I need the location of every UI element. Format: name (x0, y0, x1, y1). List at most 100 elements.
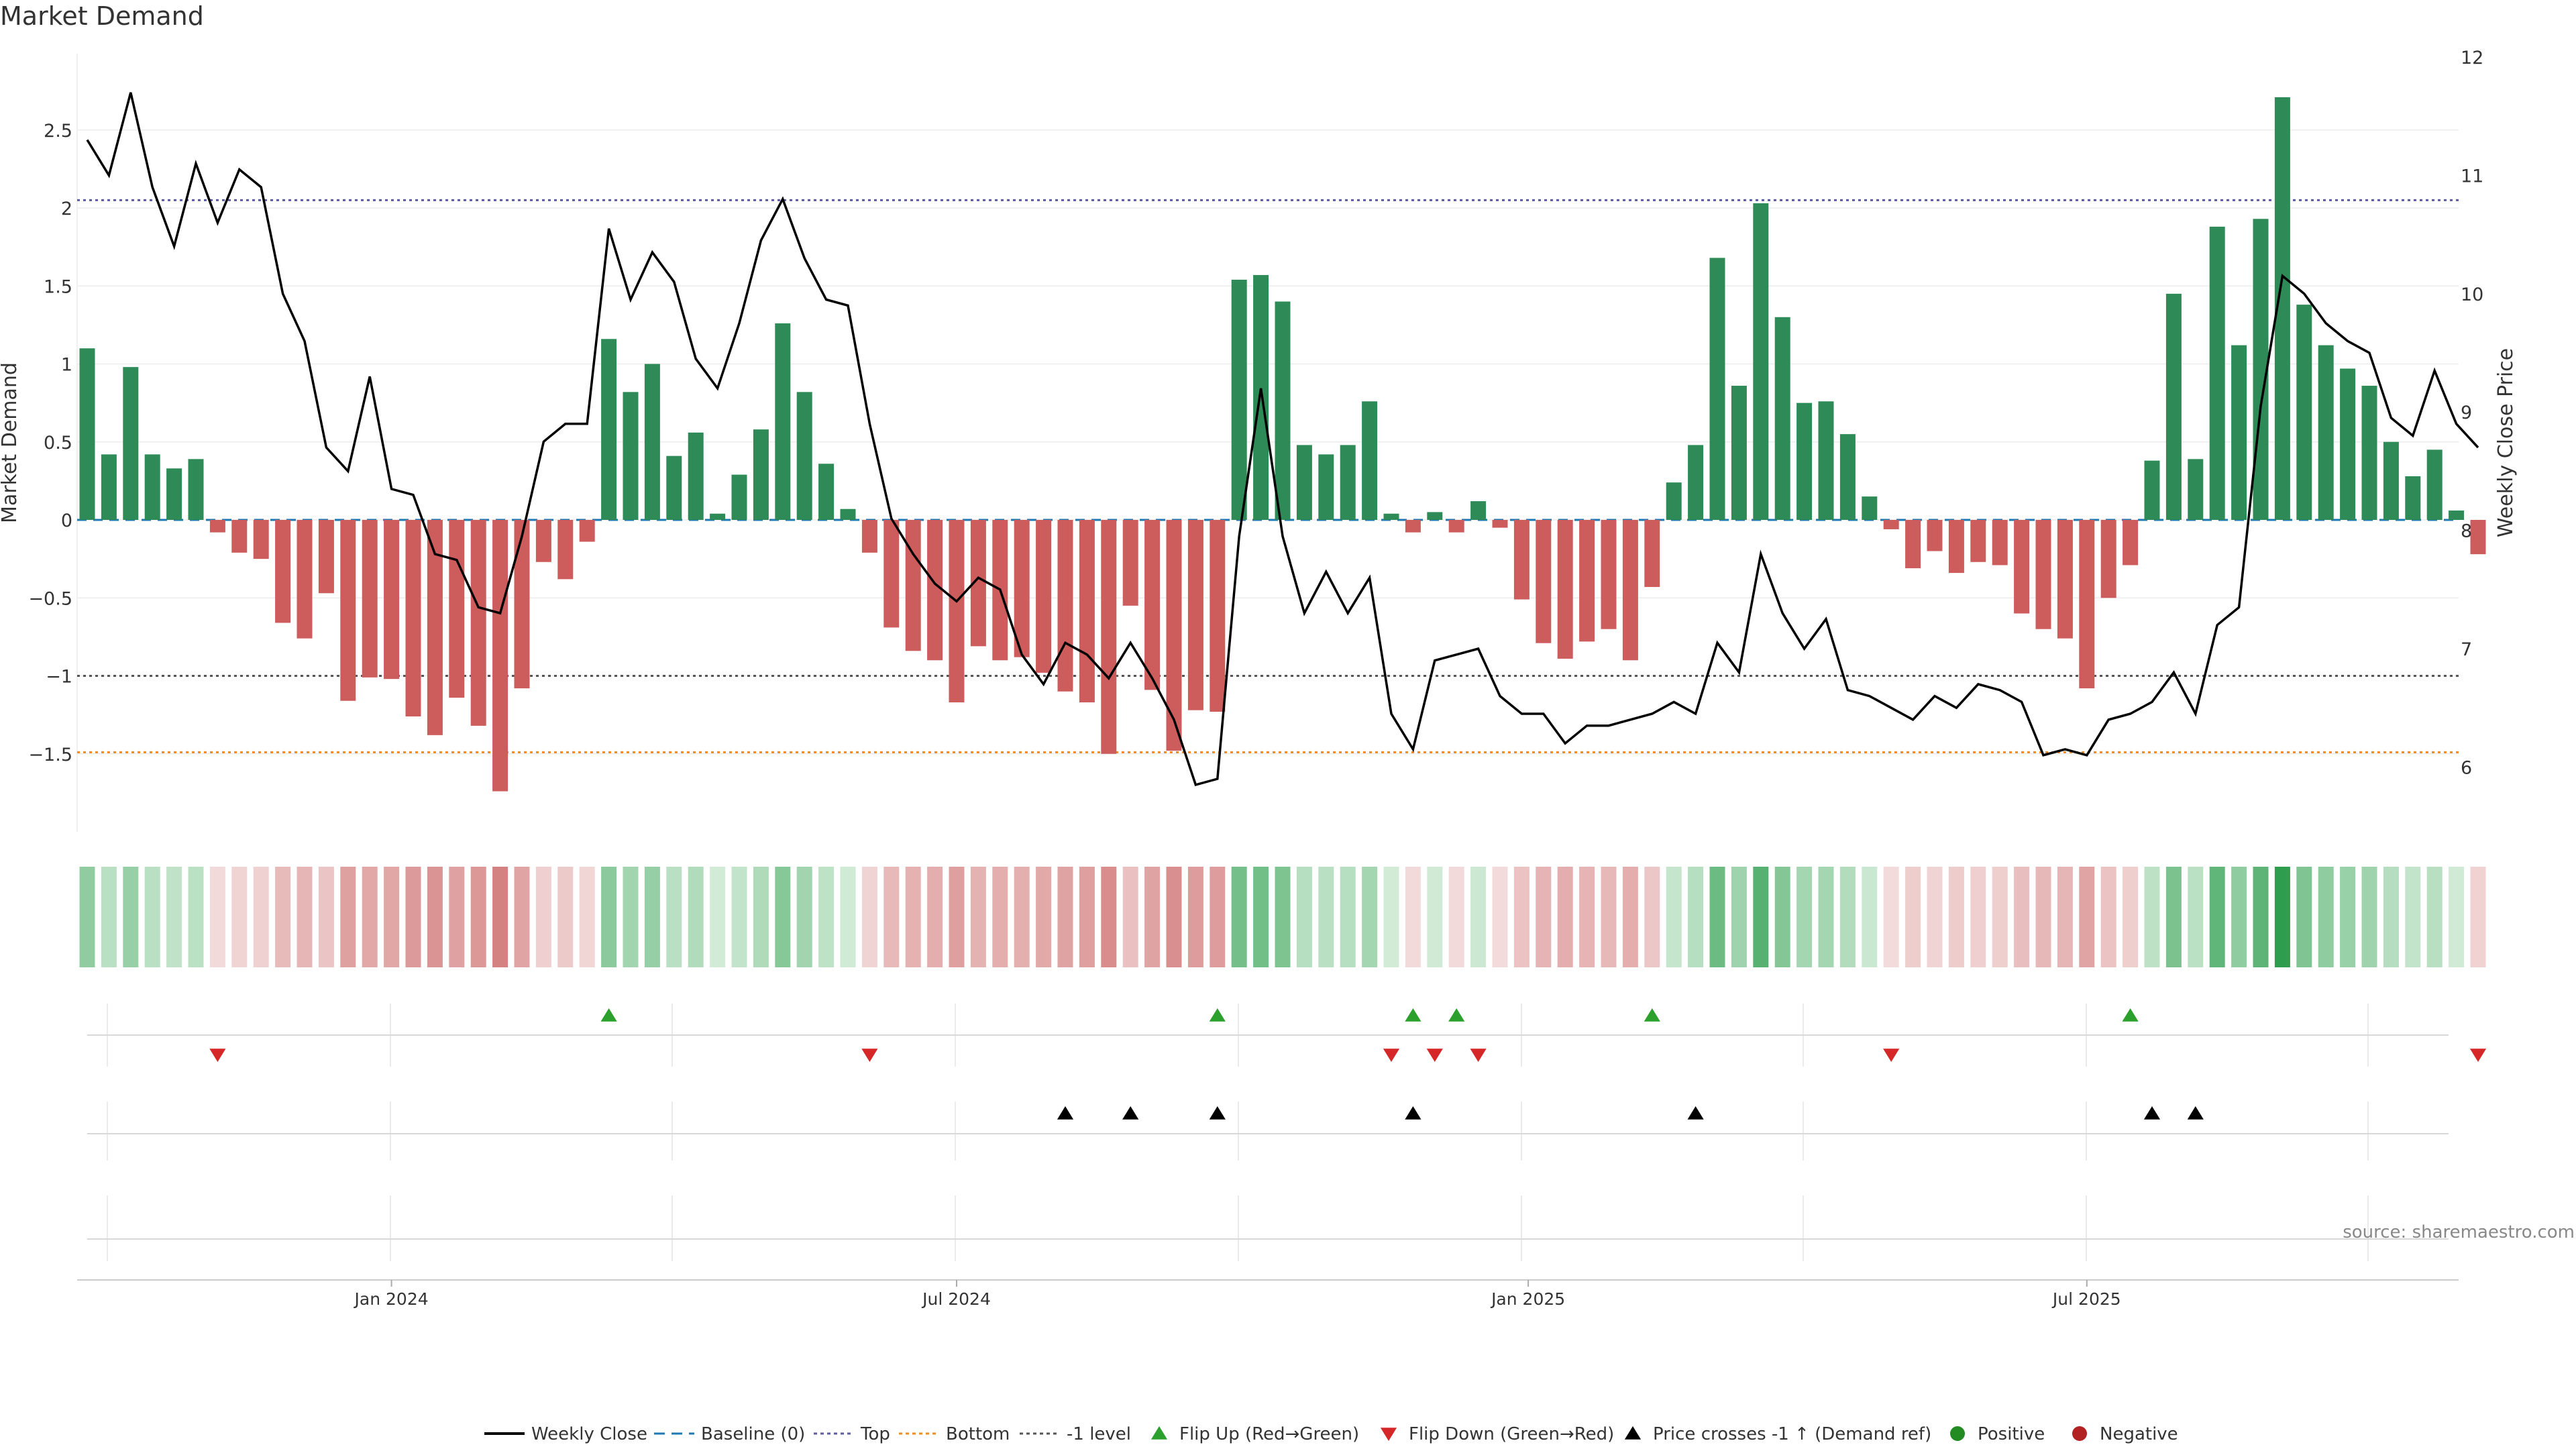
heat-cell (318, 867, 334, 967)
y2-axis-label: Weekly Close Price (2494, 348, 2518, 537)
heat-cell (2231, 867, 2247, 967)
bar-negative (1601, 520, 1617, 629)
bar-negative (405, 520, 421, 716)
heat-cell (1383, 867, 1399, 967)
heat-cell (449, 867, 465, 967)
heat-cell (2014, 867, 2030, 967)
legend-item: Flip Up (Red→Green) (1150, 1424, 1359, 1444)
bar-negative (1644, 520, 1660, 587)
heat-cell (166, 867, 182, 967)
bar-positive (666, 455, 682, 520)
heat-cell (2079, 867, 2095, 967)
price-cross-marker (1405, 1106, 1421, 1120)
x-tick-label: Jan 2024 (354, 1289, 429, 1309)
bar-positive (840, 508, 856, 520)
heat-cell (1644, 867, 1660, 967)
heat-cell (1253, 867, 1269, 967)
y2-tick-label: 9 (2461, 402, 2472, 423)
bar-positive (1774, 317, 1790, 520)
bar-negative (340, 520, 356, 701)
heat-cell (1036, 867, 1052, 967)
bar-negative (492, 520, 508, 792)
heat-cell (1536, 867, 1552, 967)
bar-negative (514, 520, 530, 689)
heat-cell (101, 867, 117, 967)
bar-negative (362, 520, 378, 678)
heat-cell (2253, 867, 2269, 967)
bar-negative (579, 520, 595, 542)
heat-cell (731, 867, 747, 967)
bar-positive (1318, 454, 1334, 520)
bar-positive (1427, 512, 1443, 520)
heat-cell (231, 867, 248, 967)
bar-positive (753, 429, 769, 520)
bar-positive (2209, 226, 2225, 520)
source-note: source: sharemaestro.com (2343, 1222, 2575, 1242)
empty-panel (87, 1195, 2449, 1261)
bar-negative (231, 520, 248, 553)
heat-cell (1122, 867, 1138, 967)
bar-positive (2188, 459, 2204, 520)
heat-cell (2383, 867, 2399, 967)
legend-label: Flip Down (Green→Red) (1409, 1424, 1614, 1444)
bar-positive (79, 348, 95, 520)
legend-label: Negative (2100, 1424, 2178, 1444)
price-cross-marker (1209, 1106, 1226, 1120)
heat-cell (1948, 867, 1964, 967)
legend-item: Flip Down (Green→Red) (1380, 1424, 1614, 1444)
heat-cell (710, 867, 726, 967)
heat-cell (601, 867, 617, 967)
bar-positive (1666, 482, 1682, 520)
bar-negative (318, 520, 334, 594)
x-tick-label: Jul 2025 (2051, 1289, 2121, 1309)
bar-positive (2426, 449, 2443, 520)
heat-cell (2274, 867, 2290, 967)
flip-down-marker (1883, 1049, 1900, 1062)
heat-cell (1688, 867, 1704, 967)
legend-label: Top (860, 1424, 890, 1444)
bar-negative (1079, 520, 1095, 703)
bar-positive (2231, 345, 2247, 520)
heat-cell (2209, 867, 2225, 967)
bar-positive (2165, 293, 2182, 520)
heat-cell (1166, 867, 1182, 967)
bar-positive (1470, 501, 1487, 520)
bar-negative (2079, 520, 2095, 689)
heat-cell (1340, 867, 1356, 967)
bar-positive (101, 454, 117, 520)
heat-cell (362, 867, 378, 967)
heat-cell (2188, 867, 2204, 967)
bar-negative (1579, 520, 1595, 642)
legend-label: Bottom (946, 1424, 1010, 1444)
chart-title: Market Demand (0, 1, 204, 31)
bar-positive (1362, 401, 1378, 520)
bar-positive (2340, 368, 2356, 520)
heat-cell (144, 867, 160, 967)
heat-cell (796, 867, 812, 967)
bar-negative (1144, 520, 1161, 690)
price-cross-marker (1057, 1106, 1074, 1120)
bar-positive (623, 392, 639, 520)
bar-positive (2144, 460, 2160, 520)
bar-negative (1187, 520, 1203, 710)
bar-negative (470, 520, 486, 726)
heat-cell (1187, 867, 1203, 967)
y-tick-label: −1.5 (28, 745, 72, 765)
y2-tick-label: 8 (2461, 521, 2472, 542)
flip-down-marker (1383, 1049, 1400, 1062)
bar-positive (144, 454, 160, 520)
heat-cell (1492, 867, 1508, 967)
bar-negative (1883, 520, 1899, 529)
bar-negative (1210, 520, 1226, 712)
heat-cell (340, 867, 356, 967)
bar-positive (644, 364, 660, 520)
heat-cell (1862, 867, 1878, 967)
bar-positive (1253, 274, 1269, 520)
cross-panel (87, 1102, 2449, 1161)
heat-cell (1470, 867, 1487, 967)
heat-cell (1709, 867, 1725, 967)
heat-cell (253, 867, 269, 967)
heat-cell (1883, 867, 1899, 967)
heat-cell (2361, 867, 2377, 967)
